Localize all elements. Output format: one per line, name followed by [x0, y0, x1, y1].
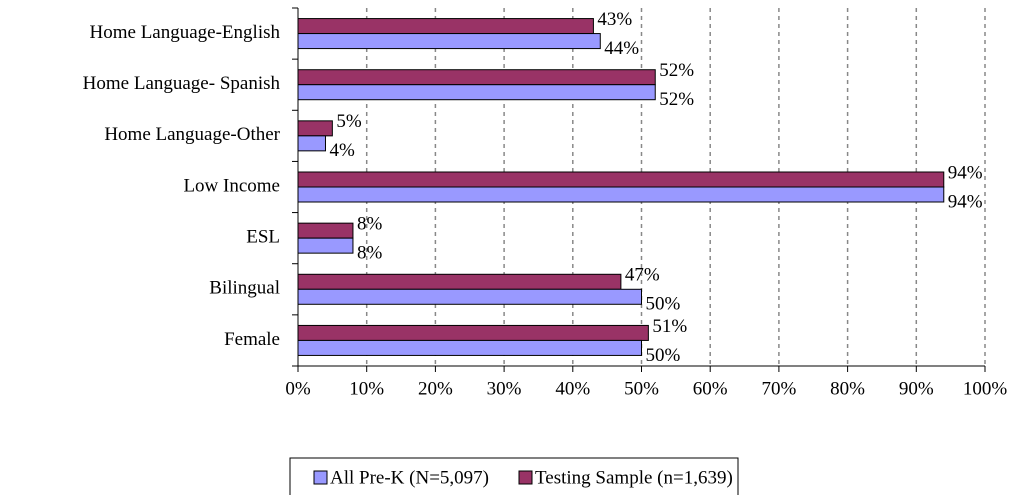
bar — [297, 222, 354, 239]
x-tick-label: 100% — [963, 378, 1008, 399]
bar — [297, 120, 333, 137]
value-label: 43% — [597, 9, 632, 30]
value-label: 8% — [357, 214, 383, 235]
value-label: 8% — [357, 243, 383, 264]
value-label: 94% — [948, 191, 983, 212]
value-label: 5% — [336, 111, 362, 132]
y-tick-label: Low Income — [183, 175, 280, 196]
x-tick-label: 20% — [418, 378, 453, 399]
x-tick-label: 0% — [285, 378, 311, 399]
bar — [297, 18, 594, 35]
value-label: 50% — [646, 294, 681, 315]
x-tick-label: 40% — [555, 378, 590, 399]
value-label: 44% — [604, 38, 639, 59]
x-tick-label: 90% — [899, 378, 934, 399]
x-tick-label: 80% — [830, 378, 865, 399]
value-label: 4% — [329, 140, 355, 161]
x-tick-label: 10% — [349, 378, 384, 399]
bar — [297, 84, 656, 101]
legend-swatch — [518, 470, 533, 485]
legend-label: All Pre-K (N=5,097) — [330, 467, 489, 488]
x-tick-label: 70% — [761, 378, 796, 399]
legend-label: Testing Sample (n=1,639) — [535, 467, 733, 488]
bar — [297, 324, 649, 341]
y-tick-label: Home Language- Spanish — [83, 73, 281, 94]
value-label: 51% — [652, 316, 687, 337]
bar — [297, 69, 656, 86]
y-tick-label: Female — [224, 329, 280, 350]
x-tick-label: 30% — [487, 378, 522, 399]
x-tick-label: 50% — [624, 378, 659, 399]
bar — [297, 171, 945, 188]
bar — [297, 273, 622, 290]
bar — [297, 237, 354, 254]
bar — [297, 288, 642, 305]
bar — [297, 339, 642, 356]
x-tick-label: 60% — [693, 378, 728, 399]
value-label: 52% — [659, 89, 694, 110]
legend-swatch — [313, 470, 328, 485]
y-tick-label: Bilingual — [209, 278, 280, 299]
legend-box — [289, 457, 739, 495]
value-label: 52% — [659, 60, 694, 81]
bar — [297, 135, 326, 152]
value-label: 94% — [948, 162, 983, 183]
y-tick-label: Home Language-English — [90, 22, 281, 43]
value-label: 47% — [625, 265, 660, 286]
value-label: 50% — [646, 345, 681, 366]
y-tick-label: Home Language-Other — [104, 124, 280, 145]
bar — [297, 186, 945, 203]
bar — [297, 33, 601, 50]
y-tick-label: ESL — [246, 227, 280, 248]
